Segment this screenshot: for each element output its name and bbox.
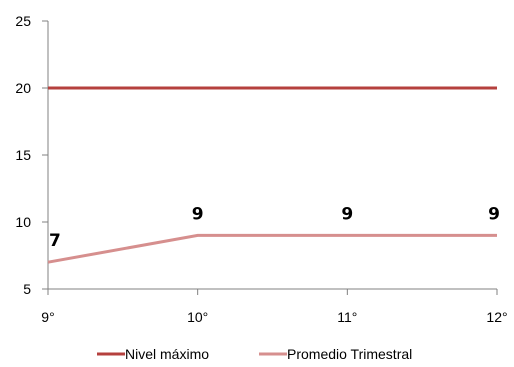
y-axis-ticks: 5 10 15 20 25 — [15, 13, 48, 297]
data-label: 9 — [192, 204, 204, 224]
series-lines — [47, 86, 497, 264]
y-tick-label: 25 — [15, 13, 31, 29]
x-tick-label: 11° — [337, 309, 357, 325]
x-tick-label: 12° — [486, 309, 507, 325]
x-axis-ticks: 9° 10° 11° 12° — [41, 289, 508, 325]
y-tick-label: 10 — [15, 214, 31, 230]
data-labels: 7 9 9 9 — [49, 204, 500, 251]
data-label: 9 — [341, 204, 353, 224]
legend: Nivel máximo Promedio Trimestral — [97, 346, 412, 362]
legend-label: Promedio Trimestral — [287, 346, 412, 362]
y-tick-label: 15 — [15, 147, 31, 163]
data-label: 7 — [49, 231, 61, 251]
data-label: 9 — [488, 204, 500, 224]
legend-label: Nivel máximo — [125, 346, 209, 362]
series-line-2 — [47, 233, 497, 264]
y-tick-label: 20 — [15, 80, 31, 96]
x-tick-label: 9° — [41, 309, 54, 325]
x-tick-label: 10° — [187, 309, 208, 325]
y-tick-label: 5 — [23, 281, 31, 297]
